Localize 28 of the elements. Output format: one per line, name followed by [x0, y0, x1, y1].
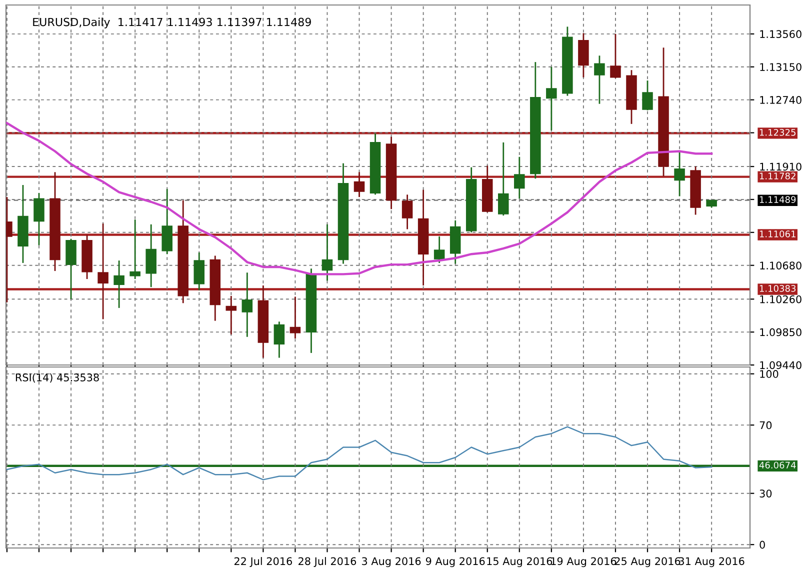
ref-line-label: 1.11489 [760, 196, 796, 203]
ref-line-label: 1.10383 [760, 285, 796, 292]
x-tick-label: 3 Aug 2016 [362, 557, 421, 568]
y-tick-label: 30 [760, 490, 772, 498]
y-tick-label: 70 [760, 421, 772, 430]
x-tick-label: 9 Aug 2016 [426, 557, 485, 568]
text: EURUSD,Daily 1.11417 1.11493 1.11397 1.11489 [33, 18, 311, 28]
text: RSI(14) 45.3538 [16, 373, 99, 383]
y-tick-label: 1.12740 [760, 96, 802, 104]
x-tick-label: 25 Aug 2016 [614, 557, 680, 568]
y-tick-label: 1.09850 [760, 328, 802, 336]
y-tick-label: 1.13150 [760, 63, 802, 71]
ref-line-label: 1.11061 [760, 230, 796, 238]
y-tick-label: 1.09440 [760, 361, 802, 370]
y-tick-label: 0 [760, 540, 765, 549]
x-tick-label: 15 Aug 2016 [487, 557, 552, 568]
y-tick-label: 100 [760, 370, 778, 378]
ref-line-label: 1.11782 [760, 172, 796, 180]
ref-line-label: 46.0674 [759, 462, 796, 469]
y-tick-label: 1.13560 [760, 30, 802, 38]
y-tick-label: 1.10260 [760, 295, 802, 304]
x-tick-label: 19 Aug 2016 [551, 557, 616, 568]
x-tick-label: 28 Jul 2016 [298, 557, 356, 568]
x-tick-label: 22 Jul 2016 [234, 557, 292, 568]
y-tick-label: 1.10680 [760, 262, 802, 270]
ref-line-label: 1.12325 [760, 128, 796, 136]
x-tick-label: 31 Aug 2016 [679, 557, 744, 568]
y-tick-label: 1.11910 [760, 162, 802, 171]
